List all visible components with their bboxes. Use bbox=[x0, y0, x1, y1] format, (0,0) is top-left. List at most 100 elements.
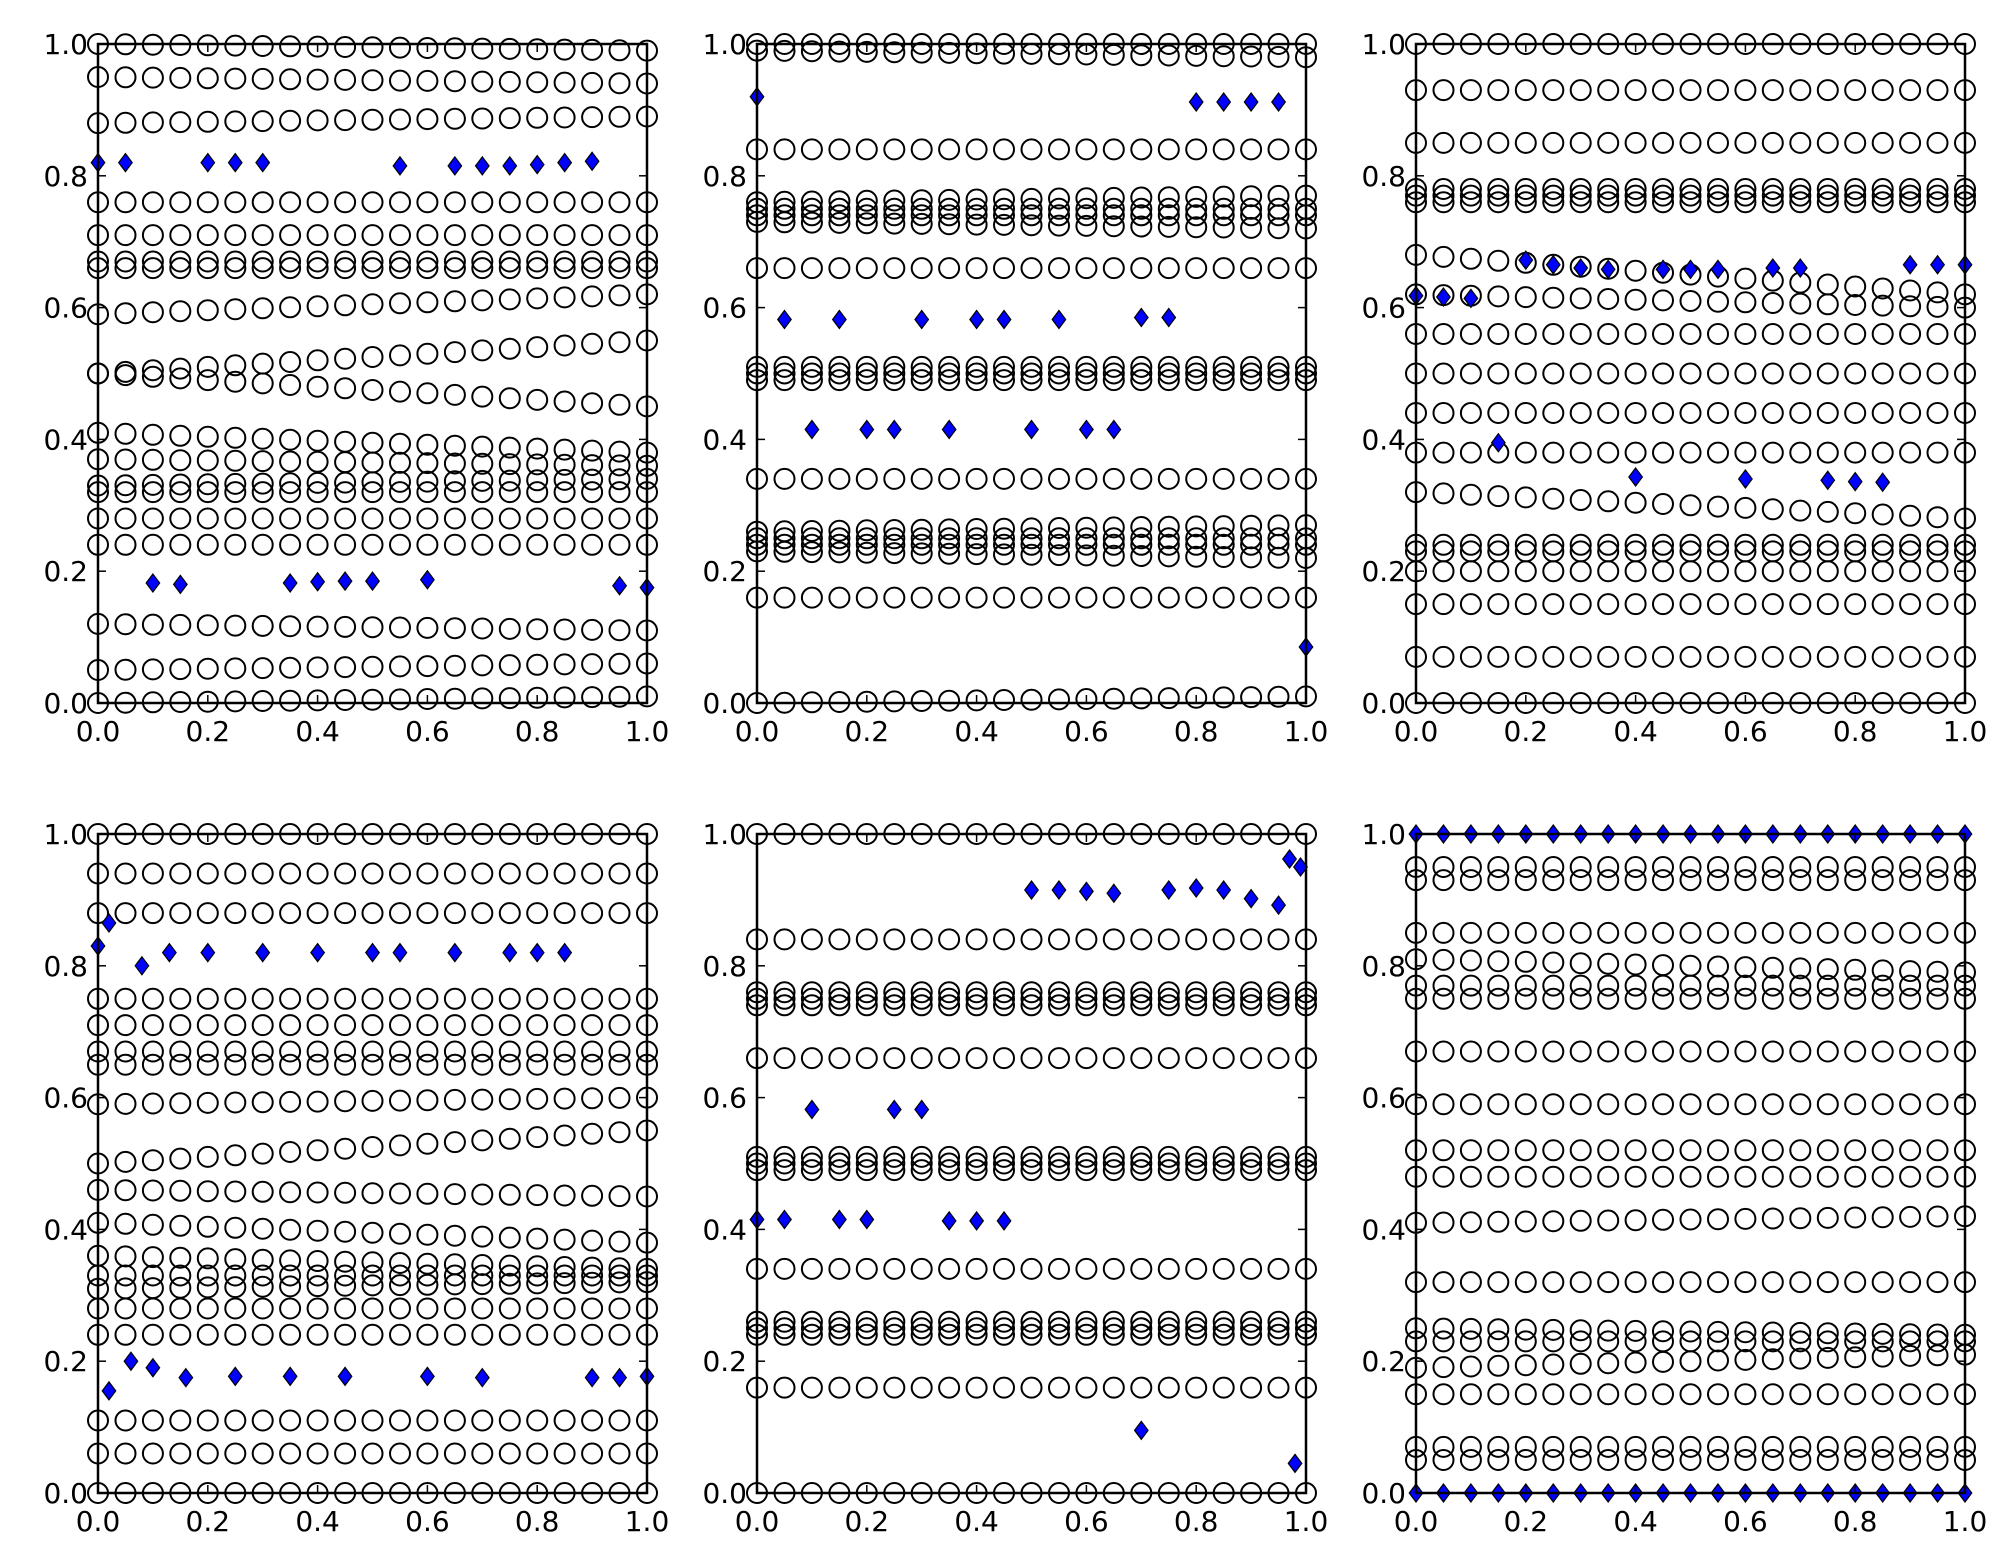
circle-point bbox=[1487, 79, 1510, 102]
circle-point bbox=[1926, 1271, 1949, 1294]
circle-point bbox=[1652, 178, 1674, 200]
circle-point bbox=[251, 191, 274, 214]
circle-point bbox=[141, 250, 164, 273]
circle-point bbox=[581, 392, 604, 415]
circle-point bbox=[910, 518, 933, 541]
circle-point bbox=[1157, 44, 1180, 67]
circle-point bbox=[141, 481, 164, 504]
circle-point bbox=[416, 250, 439, 273]
circle-point bbox=[1761, 921, 1784, 944]
circle-point bbox=[471, 191, 494, 214]
circle-point bbox=[471, 1088, 494, 1111]
circle-point bbox=[443, 617, 466, 640]
circle-point bbox=[1157, 186, 1180, 209]
x-tick-label: 0.8 bbox=[1174, 715, 1219, 748]
circle-point bbox=[1048, 1317, 1070, 1340]
circle-point bbox=[1048, 214, 1070, 237]
circle-point bbox=[1130, 197, 1153, 220]
circle-point bbox=[581, 1297, 604, 1320]
circle-point bbox=[1926, 856, 1949, 878]
circle-point bbox=[1789, 441, 1812, 464]
circle-point bbox=[1926, 295, 1949, 318]
diamond-point bbox=[1463, 288, 1479, 309]
x-tick-label: 0.0 bbox=[1394, 1505, 1439, 1538]
circle-point bbox=[1240, 1145, 1263, 1168]
circle-point bbox=[1048, 1145, 1070, 1168]
circle-point bbox=[1542, 987, 1565, 1010]
circle-point bbox=[855, 1310, 878, 1333]
circle-point bbox=[1075, 138, 1098, 161]
circle-point bbox=[224, 987, 247, 1010]
circle-point bbox=[471, 435, 494, 458]
circle-point bbox=[1789, 987, 1812, 1010]
circle-point bbox=[1816, 184, 1839, 207]
circle-point bbox=[993, 257, 1015, 280]
circle-point bbox=[581, 250, 604, 273]
circle-point bbox=[1816, 402, 1839, 424]
x-tick-label: 0.6 bbox=[1723, 715, 1768, 748]
circle-point bbox=[224, 1276, 247, 1299]
circle-point bbox=[1542, 402, 1565, 424]
circle-point bbox=[1926, 593, 1949, 616]
circle-point bbox=[1789, 184, 1812, 207]
circle-point bbox=[224, 657, 247, 680]
circle-point bbox=[1624, 131, 1647, 154]
diamond-point bbox=[969, 309, 985, 330]
circle-point bbox=[608, 1257, 631, 1280]
circle-point bbox=[389, 1252, 411, 1274]
circle-point bbox=[1899, 1205, 1922, 1228]
circle-point bbox=[1707, 856, 1729, 878]
circle-point bbox=[1624, 645, 1647, 668]
circle-point bbox=[1734, 191, 1757, 214]
circle-point bbox=[1185, 1047, 1208, 1070]
circle-point bbox=[1267, 685, 1290, 708]
circle-point bbox=[1926, 1093, 1949, 1116]
circle-point bbox=[306, 1409, 329, 1432]
circle-point bbox=[416, 481, 439, 504]
circle-point bbox=[855, 138, 878, 161]
circle-point bbox=[910, 1145, 933, 1168]
circle-point bbox=[169, 862, 192, 885]
circle-point bbox=[1899, 1040, 1922, 1063]
circle-point bbox=[993, 987, 1015, 1010]
circle-point bbox=[1432, 79, 1455, 102]
circle-point bbox=[1844, 323, 1867, 345]
circle-point bbox=[1761, 1348, 1784, 1371]
circle-point bbox=[1844, 1330, 1867, 1353]
circle-point bbox=[389, 1134, 411, 1157]
circle-point bbox=[1542, 1093, 1565, 1116]
circle-point bbox=[1816, 987, 1839, 1010]
circle-point bbox=[828, 541, 851, 564]
circle-point bbox=[251, 481, 274, 504]
circle-point bbox=[1624, 1040, 1647, 1063]
circle-point bbox=[1102, 197, 1125, 220]
circle-point bbox=[1157, 197, 1180, 220]
circle-point bbox=[526, 224, 549, 247]
circle-point bbox=[1048, 1159, 1070, 1182]
circle-point bbox=[169, 613, 192, 636]
circle-point bbox=[608, 1053, 631, 1076]
circle-point bbox=[389, 224, 411, 247]
circle-point bbox=[553, 1184, 576, 1207]
circle-point bbox=[1871, 1139, 1894, 1162]
circle-point bbox=[1267, 355, 1290, 378]
circle-point bbox=[1542, 1383, 1565, 1406]
circle-point bbox=[1432, 948, 1455, 971]
circle-point bbox=[1212, 138, 1235, 161]
circle-point bbox=[416, 1273, 439, 1296]
circle-point bbox=[1157, 369, 1180, 392]
circle-point bbox=[1871, 959, 1894, 982]
circle-point bbox=[608, 481, 631, 504]
circle-point bbox=[416, 452, 439, 475]
x-tick-label: 1.0 bbox=[625, 1505, 670, 1538]
circle-point bbox=[1761, 1093, 1784, 1116]
circle-point bbox=[1707, 79, 1729, 102]
circle-point bbox=[169, 191, 192, 214]
circle-point bbox=[1075, 1323, 1098, 1346]
circle-point bbox=[965, 213, 988, 236]
circle-point bbox=[1789, 323, 1812, 345]
circle-point bbox=[1707, 1330, 1729, 1353]
circle-point bbox=[883, 1310, 906, 1333]
circle-point bbox=[1679, 1320, 1702, 1343]
circle-point bbox=[1514, 856, 1537, 878]
